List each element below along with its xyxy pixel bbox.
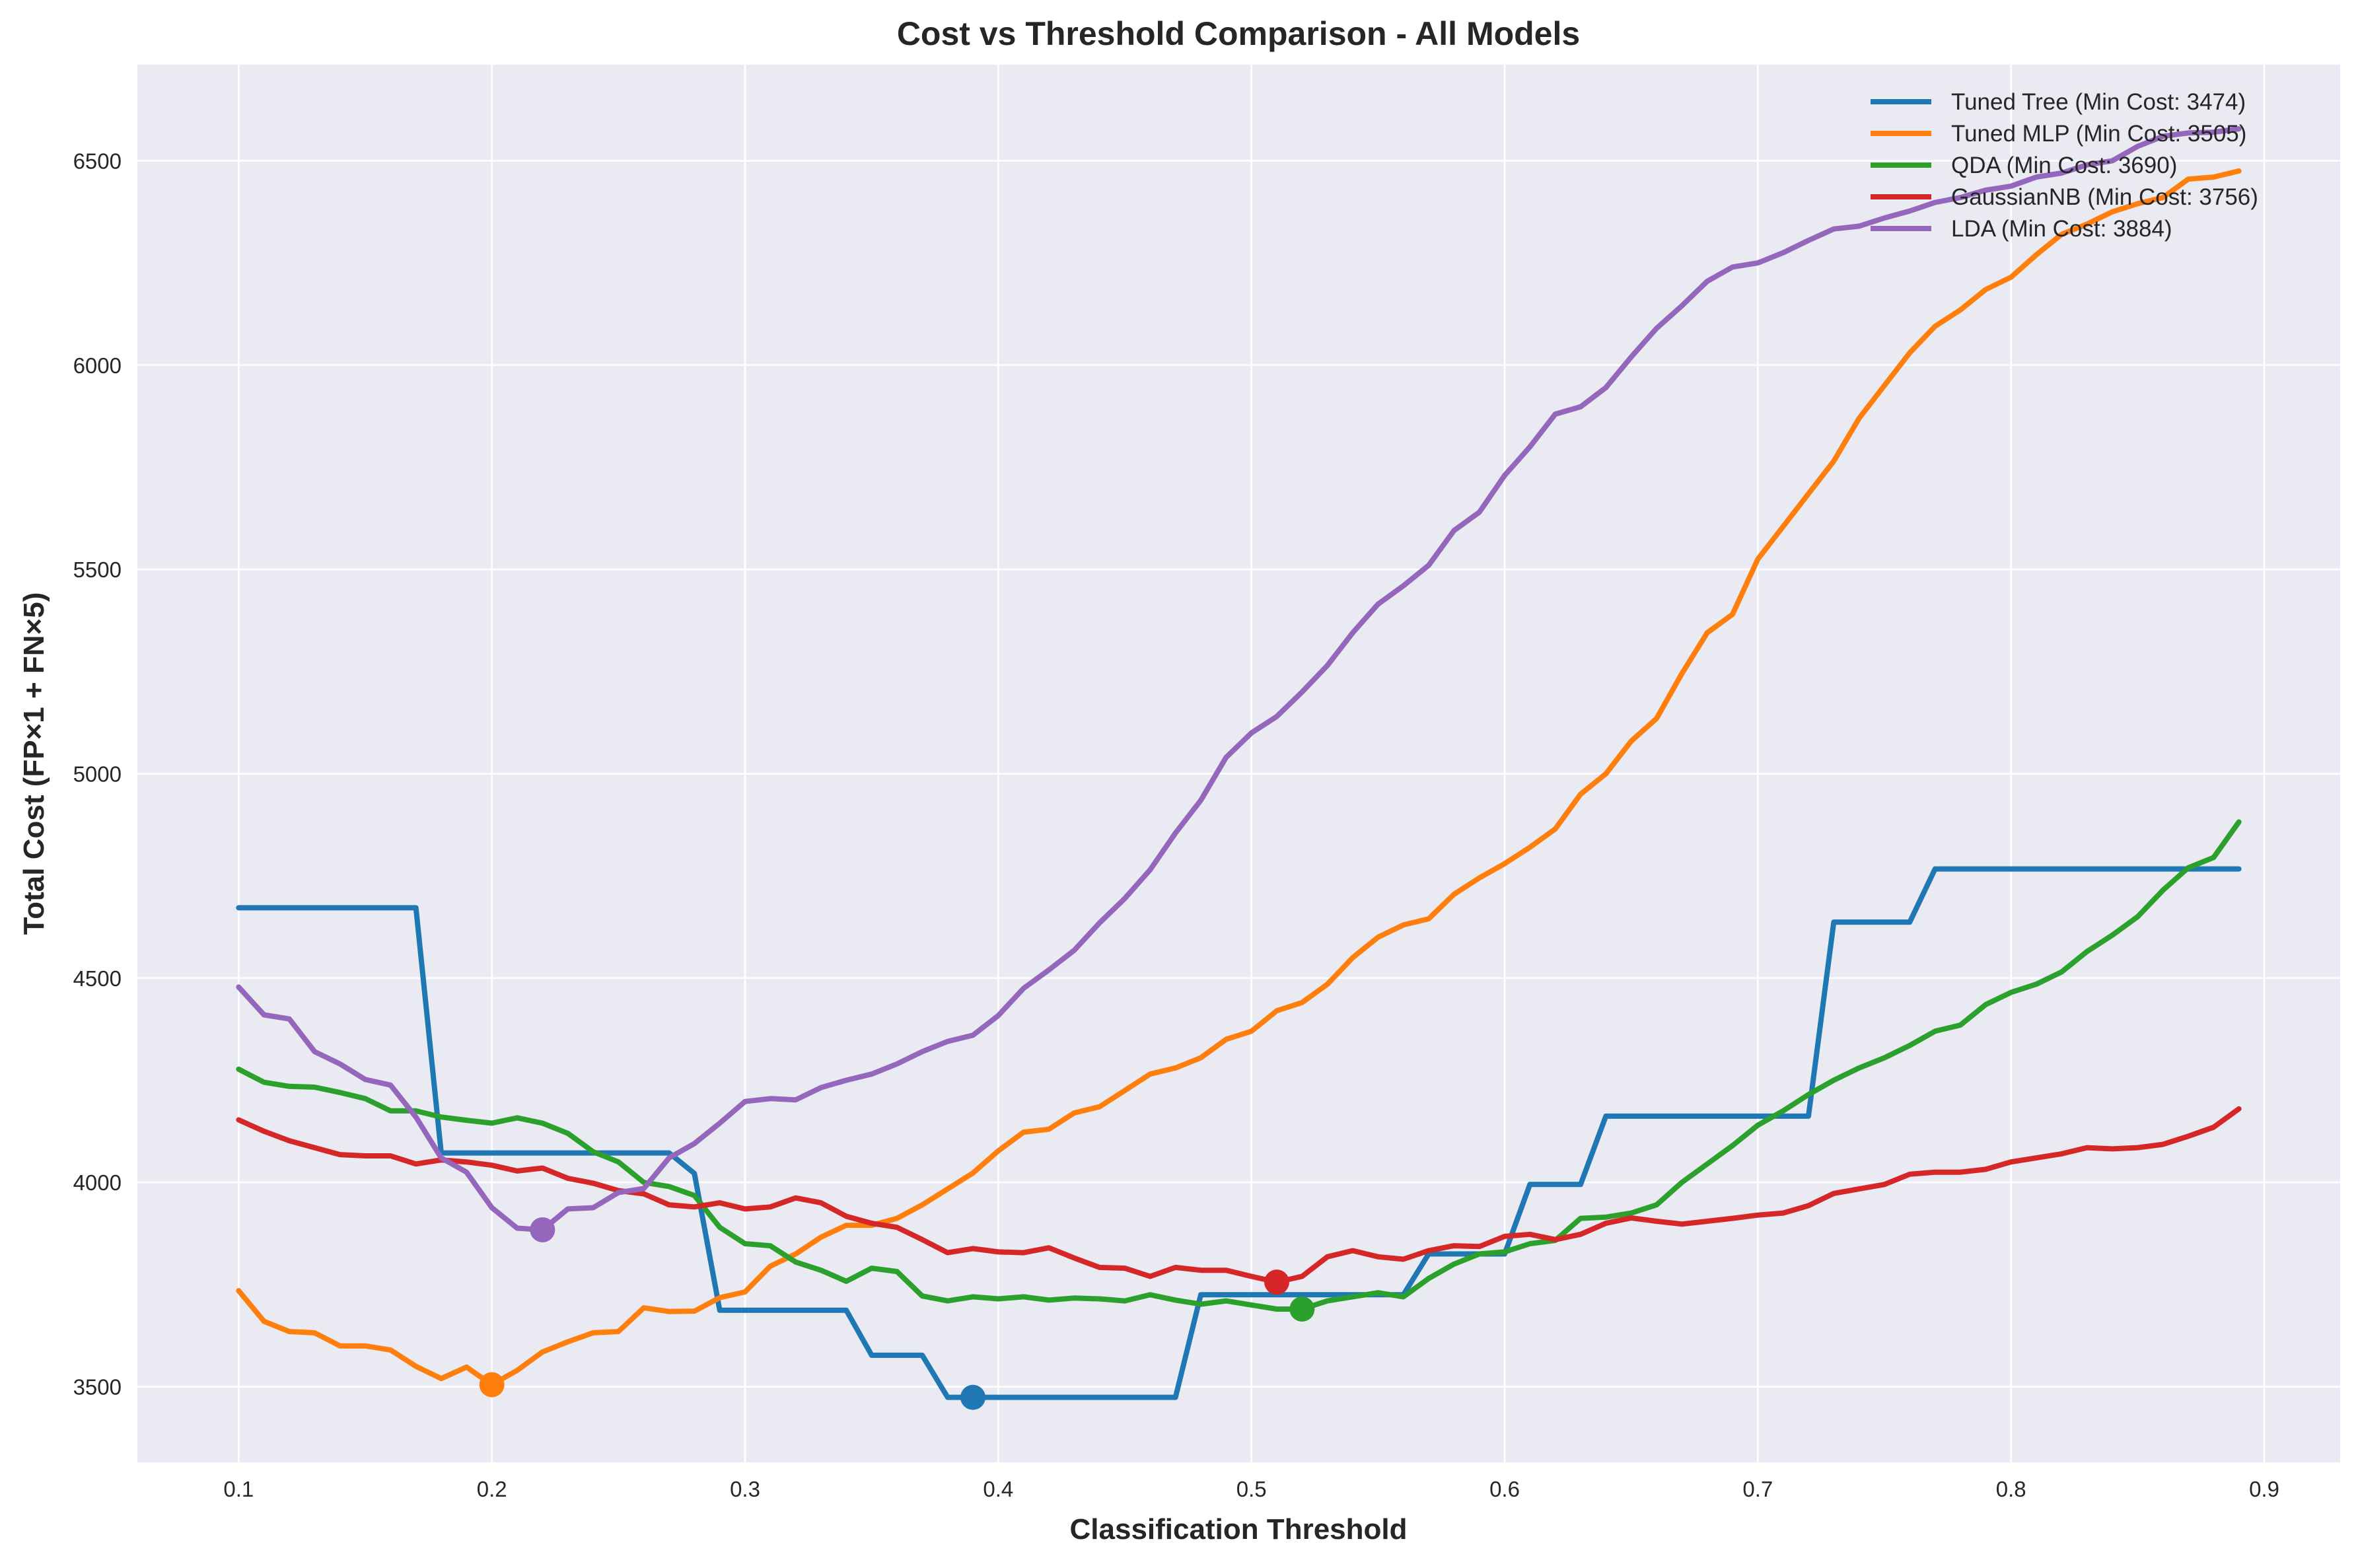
grid-lines bbox=[137, 65, 2340, 1462]
chart-title: Cost vs Threshold Comparison - All Model… bbox=[897, 15, 1580, 52]
series-line-0 bbox=[236, 866, 2242, 1400]
x-tick-label: 0.1 bbox=[223, 1477, 254, 1501]
legend-label-1: Tuned MLP (Min Cost: 3505) bbox=[1951, 121, 2246, 147]
x-axis-ticks: 0.1 0.2 0.3 0.4 0.5 0.6 0.7 0.8 0.9 bbox=[223, 1477, 2279, 1501]
x-tick-label: 0.9 bbox=[2249, 1477, 2279, 1501]
legend: Tuned Tree (Min Cost: 3474) Tuned MLP (Mi… bbox=[1871, 89, 2258, 242]
y-axis-ticks: 3500 4000 4500 5000 5500 6000 6500 bbox=[73, 149, 122, 1399]
min-cost-marker-0 bbox=[960, 1384, 985, 1410]
y-tick-label: 6500 bbox=[73, 149, 122, 173]
min-cost-marker-4 bbox=[530, 1217, 555, 1242]
y-axis-label: Total Cost (FP×1 + FN×5) bbox=[18, 592, 50, 935]
series-line-1 bbox=[236, 168, 2242, 1388]
series-line-4 bbox=[236, 126, 2242, 1232]
x-tick-label: 0.2 bbox=[477, 1477, 507, 1501]
min-cost-marker-2 bbox=[1289, 1296, 1315, 1322]
x-tick-label: 0.7 bbox=[1742, 1477, 1773, 1501]
min-cost-markers bbox=[479, 1217, 1315, 1410]
legend-label-3: GaussianNB (Min Cost: 3756) bbox=[1951, 184, 2258, 210]
x-tick-label: 0.6 bbox=[1489, 1477, 1520, 1501]
legend-label-4: LDA (Min Cost: 3884) bbox=[1951, 216, 2172, 242]
x-tick-label: 0.8 bbox=[1996, 1477, 2026, 1501]
series-lines bbox=[236, 126, 2242, 1400]
series-line-2 bbox=[236, 819, 2242, 1312]
y-tick-label: 3500 bbox=[73, 1375, 122, 1400]
x-tick-label: 0.4 bbox=[983, 1477, 1013, 1501]
y-tick-label: 4500 bbox=[73, 966, 122, 991]
min-cost-marker-3 bbox=[1264, 1269, 1289, 1295]
y-tick-label: 6000 bbox=[73, 353, 122, 378]
x-tick-label: 0.3 bbox=[730, 1477, 760, 1501]
x-tick-label: 0.5 bbox=[1236, 1477, 1267, 1501]
min-cost-marker-1 bbox=[479, 1372, 505, 1398]
legend-label-0: Tuned Tree (Min Cost: 3474) bbox=[1951, 89, 2246, 115]
plot-area bbox=[137, 65, 2340, 1462]
series-line-3 bbox=[236, 1106, 2242, 1285]
y-tick-label: 4000 bbox=[73, 1170, 122, 1195]
y-tick-label: 5000 bbox=[73, 762, 122, 786]
legend-label-2: QDA (Min Cost: 3690) bbox=[1951, 153, 2177, 178]
y-tick-label: 5500 bbox=[73, 557, 122, 582]
x-axis-label: Classification Threshold bbox=[1070, 1513, 1408, 1546]
